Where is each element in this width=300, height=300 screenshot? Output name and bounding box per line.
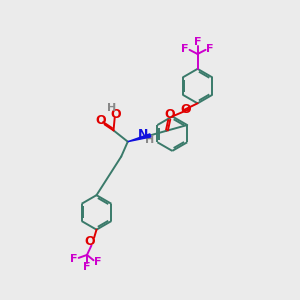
Text: F: F: [206, 44, 214, 54]
Text: O: O: [85, 235, 95, 248]
Text: F: F: [70, 254, 78, 264]
Text: N: N: [138, 128, 148, 141]
Text: H: H: [106, 103, 116, 113]
Text: O: O: [181, 103, 191, 116]
Text: F: F: [83, 262, 91, 272]
Text: H: H: [145, 135, 154, 145]
Polygon shape: [128, 134, 151, 142]
Text: F: F: [181, 44, 189, 54]
Text: F: F: [94, 257, 101, 267]
Text: O: O: [95, 114, 106, 127]
Text: O: O: [164, 108, 175, 122]
Text: F: F: [194, 37, 201, 46]
Text: O: O: [110, 107, 121, 121]
